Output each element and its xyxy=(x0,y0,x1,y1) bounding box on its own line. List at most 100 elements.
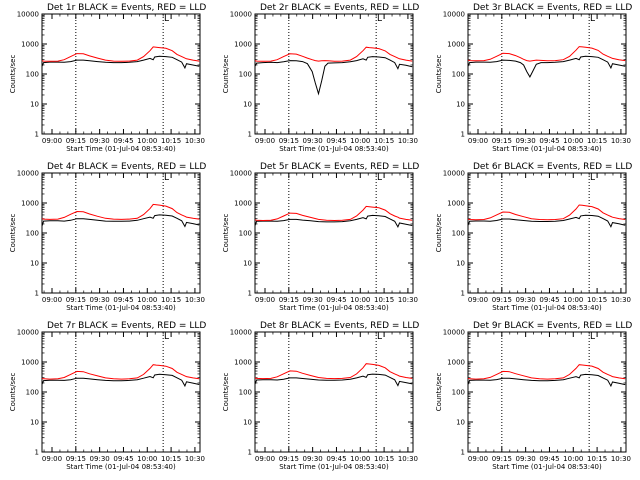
series-line-events xyxy=(467,373,626,388)
y-tick-label: 1 xyxy=(35,290,39,298)
y-tick-label: 100 xyxy=(26,230,39,238)
y-tick-label: 10 xyxy=(243,419,252,427)
x-tick-label: 09:15 xyxy=(279,455,299,463)
marker-label: L xyxy=(164,14,169,24)
y-tick-label: 1000 xyxy=(234,359,252,367)
x-tick-label: 10:00 xyxy=(137,296,157,304)
marker-label: L xyxy=(590,332,595,342)
chart-panel: 1 10 100 1000 10000 09:00 09:15 09:30 09:45 10:00… xyxy=(222,3,419,153)
x-tick-label: 10:30 xyxy=(611,137,631,145)
x-tick-label: 09:00 xyxy=(42,137,62,145)
x-tick-label: 09:15 xyxy=(492,296,512,304)
x-tick-label: 10:30 xyxy=(185,455,205,463)
x-tick-label: 09:00 xyxy=(42,296,62,304)
x-tick-label: 09:45 xyxy=(539,455,559,463)
y-tick-label: 10 xyxy=(30,101,39,109)
y-tick-label: 1000 xyxy=(21,359,39,367)
chart-panel: 1 10 100 1000 10000 09:00 09:15 09:30 09:45 10:00… xyxy=(9,162,206,312)
series-line-lld xyxy=(41,364,200,380)
panel-title: Det 4r BLACK = Events, RED = LLD xyxy=(47,162,206,172)
x-tick-label: 10:30 xyxy=(185,296,205,304)
series-line-events xyxy=(467,55,626,78)
x-tick-label: 09:00 xyxy=(42,455,62,463)
x-tick-label: 09:00 xyxy=(255,137,275,145)
chart-panel: 1 10 100 1000 10000 09:00 09:15 09:30 09:45 10:00… xyxy=(435,3,632,153)
x-tick-label: 10:30 xyxy=(611,455,631,463)
x-tick-label: 10:30 xyxy=(398,296,418,304)
y-tick-label: 1 xyxy=(248,131,252,139)
y-tick-label: 1 xyxy=(461,131,465,139)
y-tick-label: 10000 xyxy=(443,11,465,19)
plot-frame xyxy=(467,13,627,135)
y-tick-label: 100 xyxy=(239,71,252,79)
plot-frame xyxy=(467,331,627,453)
marker-label: L xyxy=(377,14,382,24)
x-tick-label: 09:15 xyxy=(66,137,86,145)
x-tick-label: 09:15 xyxy=(492,137,512,145)
marker-label: L xyxy=(590,173,595,183)
x-tick-label: 10:30 xyxy=(185,137,205,145)
series-line-lld xyxy=(467,46,626,62)
series-line-lld xyxy=(254,46,413,62)
x-axis-title: Start Time (01-Jul-04 08:53:40) xyxy=(279,463,389,471)
y-tick-label: 10 xyxy=(456,101,465,109)
y-axis-title: Counts/sec xyxy=(435,214,443,253)
x-tick-label: 09:45 xyxy=(326,296,346,304)
x-tick-label: 09:00 xyxy=(468,455,488,463)
y-tick-label: 1000 xyxy=(447,359,465,367)
y-tick-label: 1 xyxy=(248,449,252,457)
x-tick-label: 09:30 xyxy=(303,137,323,145)
y-tick-label: 100 xyxy=(452,230,465,238)
series-line-events xyxy=(41,373,200,388)
y-tick-label: 10 xyxy=(30,260,39,268)
x-tick-label: 09:45 xyxy=(113,137,133,145)
y-tick-label: 10000 xyxy=(230,170,252,178)
x-tick-label: 09:15 xyxy=(66,296,86,304)
x-tick-label: 10:00 xyxy=(563,296,583,304)
x-tick-label: 09:45 xyxy=(326,455,346,463)
x-tick-label: 09:30 xyxy=(516,455,536,463)
chart-panel: 1 10 100 1000 10000 09:00 09:15 09:30 09:45 10:00… xyxy=(222,321,419,471)
y-tick-label: 10 xyxy=(30,419,39,427)
series-line-events xyxy=(41,55,200,70)
x-tick-label: 09:45 xyxy=(326,137,346,145)
x-axis-title: Start Time (01-Jul-04 08:53:40) xyxy=(492,463,602,471)
marker-label: L xyxy=(377,173,382,183)
x-tick-label: 09:30 xyxy=(90,296,110,304)
y-tick-label: 10 xyxy=(456,419,465,427)
y-tick-label: 10000 xyxy=(230,329,252,337)
series-line-lld xyxy=(41,203,200,220)
x-tick-label: 09:45 xyxy=(539,296,559,304)
x-tick-label: 09:45 xyxy=(539,137,559,145)
y-axis-title: Counts/sec xyxy=(222,373,230,412)
y-tick-label: 10000 xyxy=(443,329,465,337)
chart-panel: 1 10 100 1000 10000 09:00 09:15 09:30 09:45 10:00… xyxy=(9,3,206,153)
chart-panel: 1 10 100 1000 10000 09:00 09:15 09:30 09:45 10:00… xyxy=(222,162,419,312)
y-tick-label: 10000 xyxy=(17,170,39,178)
y-tick-label: 100 xyxy=(239,389,252,397)
y-tick-label: 1000 xyxy=(21,41,39,49)
y-tick-label: 100 xyxy=(239,230,252,238)
x-tick-label: 09:30 xyxy=(90,137,110,145)
x-axis-title: Start Time (01-Jul-04 08:53:40) xyxy=(492,304,602,312)
series-line-lld xyxy=(467,364,626,380)
marker-label: L xyxy=(590,14,595,24)
x-tick-label: 09:30 xyxy=(303,455,323,463)
y-tick-label: 1000 xyxy=(234,200,252,208)
x-axis-title: Start Time (01-Jul-04 08:53:40) xyxy=(279,145,389,153)
x-tick-label: 10:00 xyxy=(563,137,583,145)
x-tick-label: 10:15 xyxy=(587,137,607,145)
series-line-lld xyxy=(41,46,200,62)
panel-title: Det 5r BLACK = Events, RED = LLD xyxy=(260,162,419,172)
x-tick-label: 09:30 xyxy=(303,296,323,304)
x-tick-label: 09:30 xyxy=(516,296,536,304)
x-tick-label: 09:15 xyxy=(492,455,512,463)
y-axis-title: Counts/sec xyxy=(9,55,17,94)
x-tick-label: 09:00 xyxy=(468,137,488,145)
y-tick-label: 10000 xyxy=(443,170,465,178)
y-tick-label: 10000 xyxy=(230,11,252,19)
y-tick-label: 10 xyxy=(243,101,252,109)
x-tick-label: 09:15 xyxy=(279,296,299,304)
x-tick-label: 10:00 xyxy=(137,455,157,463)
y-axis-title: Counts/sec xyxy=(222,55,230,94)
